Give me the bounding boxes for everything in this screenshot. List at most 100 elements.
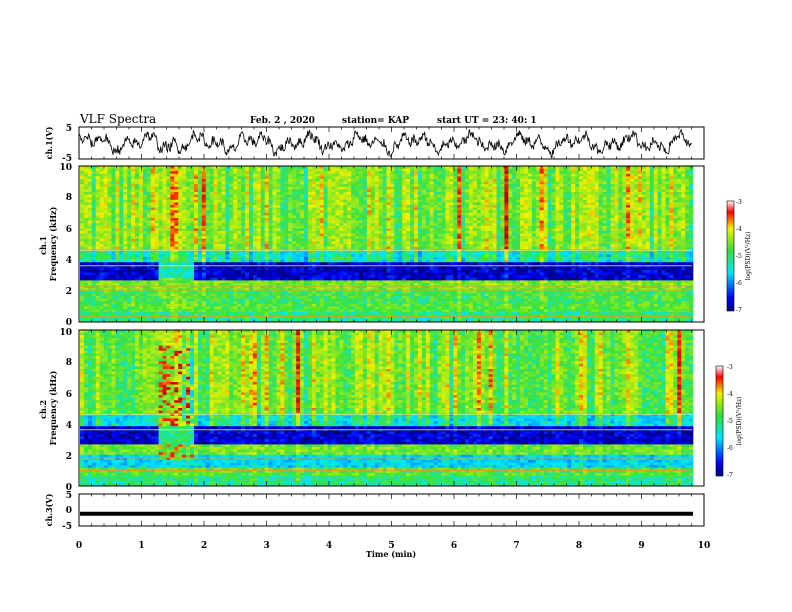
spectrogram-cell xyxy=(324,171,328,174)
spectrogram-cell xyxy=(257,197,261,200)
spectrogram-cell xyxy=(194,215,198,218)
spectrogram-cell xyxy=(202,239,206,242)
spectrogram-cell xyxy=(210,221,214,224)
spectrogram-cell xyxy=(104,189,108,192)
spectrogram-cell xyxy=(489,176,493,179)
spectrogram-cell xyxy=(328,169,332,172)
spectrogram-cell xyxy=(528,205,532,208)
spectrogram-cell xyxy=(654,241,658,244)
spectrogram-cell xyxy=(512,174,516,177)
spectrogram-cell xyxy=(127,231,131,234)
spectrogram-cell xyxy=(316,197,320,200)
spectrogram-cell xyxy=(261,205,265,208)
spectrogram-cell xyxy=(445,195,449,198)
spectrogram-cell xyxy=(500,179,504,182)
spectrogram-cell xyxy=(111,234,115,237)
spectrogram-cell xyxy=(186,169,190,172)
spectrogram-cell xyxy=(681,239,685,242)
spectrogram-cell xyxy=(662,244,666,247)
spectrogram-cell xyxy=(320,228,324,231)
spectrogram-cell xyxy=(449,182,453,185)
spectrogram-cell xyxy=(536,202,540,205)
spectrogram-cell xyxy=(88,195,92,198)
spectrogram-cell xyxy=(646,195,650,198)
spectrogram-cell xyxy=(257,179,261,182)
spectrogram-cell xyxy=(469,210,473,213)
spectrogram-cell xyxy=(442,221,446,224)
spectrogram-cell xyxy=(359,205,363,208)
spectrogram-cell xyxy=(461,236,465,239)
spectrogram-cell xyxy=(108,182,112,185)
spectrogram-cell xyxy=(469,226,473,229)
spectrogram-cell xyxy=(155,205,159,208)
spectrogram-cell xyxy=(202,174,206,177)
spectrogram-cell xyxy=(284,234,288,237)
spectrogram-cell xyxy=(477,192,481,195)
spectrogram-cell xyxy=(324,195,328,198)
spectrogram-cell xyxy=(182,215,186,218)
spectrogram-cell xyxy=(119,226,123,229)
spectrogram-cell xyxy=(379,187,383,190)
spectrogram-cell xyxy=(477,223,481,226)
spectrogram-cell xyxy=(159,192,163,195)
spectrogram-cell xyxy=(524,187,528,190)
spectrogram-cell xyxy=(155,195,159,198)
spectrogram-cell xyxy=(497,171,501,174)
spectrogram-cell xyxy=(206,197,210,200)
spectrogram-cell xyxy=(383,200,387,203)
spectrogram-cell xyxy=(477,218,481,221)
spectrogram-cell xyxy=(371,200,375,203)
spectrogram-cell xyxy=(186,223,190,226)
spectrogram-cell xyxy=(115,210,119,213)
spectrogram-cell xyxy=(677,234,681,237)
spectrogram-cell xyxy=(473,241,477,244)
spectrogram-cell xyxy=(170,223,174,226)
spectrogram-cell xyxy=(591,236,595,239)
spectrogram-cell xyxy=(438,231,442,234)
spectrogram-cell xyxy=(170,226,174,229)
spectrogram-cell xyxy=(111,176,115,179)
spectrogram-cell xyxy=(685,197,689,200)
spectrogram-cell xyxy=(139,247,143,250)
spectrogram-cell xyxy=(516,241,520,244)
spectrogram-cell xyxy=(599,195,603,198)
spectrogram-cell xyxy=(347,205,351,208)
spectrogram-cell xyxy=(591,200,595,203)
spectrogram-cell xyxy=(434,176,438,179)
spectrogram-cell xyxy=(241,200,245,203)
spectrogram-cell xyxy=(681,213,685,216)
spectrogram-cell xyxy=(194,218,198,221)
spectrogram-cell xyxy=(402,169,406,172)
spectrogram-cell xyxy=(363,228,367,231)
spectrogram-cell xyxy=(292,197,296,200)
spectrogram-cell xyxy=(500,241,504,244)
spectrogram-cell xyxy=(316,192,320,195)
spectrogram-cell xyxy=(563,176,567,179)
spectrogram-cell xyxy=(163,174,167,177)
spectrogram-cell xyxy=(253,195,257,198)
spectrogram-cell xyxy=(406,208,410,211)
spectrogram-cell xyxy=(571,226,575,229)
spectrogram-cell xyxy=(331,208,335,211)
spectrogram-cell xyxy=(383,241,387,244)
spectrogram-cell xyxy=(379,195,383,198)
spectrogram-cell xyxy=(84,200,88,203)
spectrogram-cell xyxy=(218,176,222,179)
spectrogram-cell xyxy=(504,239,508,242)
spectrogram-cell xyxy=(273,241,277,244)
spectrogram-cell xyxy=(131,218,135,221)
spectrogram-cell xyxy=(347,241,351,244)
spectrogram-cell xyxy=(379,239,383,242)
spectrogram-cell xyxy=(155,247,159,250)
spectrogram-cell xyxy=(508,218,512,221)
spectrogram-cell xyxy=(190,197,194,200)
spectrogram-cell xyxy=(190,239,194,242)
spectrogram-cell xyxy=(363,213,367,216)
spectrogram-cell xyxy=(481,234,485,237)
spectrogram-cell xyxy=(414,197,418,200)
spectrogram-cell xyxy=(583,231,587,234)
spectrogram-cell xyxy=(489,231,493,234)
spectrogram-cell xyxy=(461,234,465,237)
spectrogram-cell xyxy=(225,202,229,205)
spectrogram-cell xyxy=(610,244,614,247)
